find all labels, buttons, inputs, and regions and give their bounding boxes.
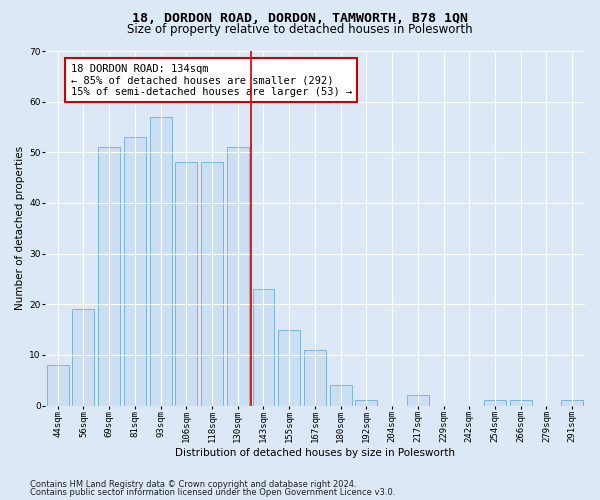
Bar: [47, 365, 68, 406]
Bar: [304, 350, 326, 406]
Bar: [278, 330, 300, 406]
Bar: [253, 289, 274, 406]
Text: Contains public sector information licensed under the Open Government Licence v3: Contains public sector information licen…: [30, 488, 395, 497]
X-axis label: Distribution of detached houses by size in Polesworth: Distribution of detached houses by size …: [175, 448, 455, 458]
Text: 18, DORDON ROAD, DORDON, TAMWORTH, B78 1QN: 18, DORDON ROAD, DORDON, TAMWORTH, B78 1…: [132, 12, 468, 26]
Y-axis label: Number of detached properties: Number of detached properties: [15, 146, 25, 310]
Bar: [355, 400, 377, 406]
Bar: [124, 137, 146, 406]
Text: Size of property relative to detached houses in Polesworth: Size of property relative to detached ho…: [127, 24, 473, 36]
Bar: [73, 310, 94, 406]
Bar: [407, 396, 429, 406]
Bar: [201, 162, 223, 406]
Bar: [484, 400, 506, 406]
Bar: [149, 117, 172, 406]
Bar: [510, 400, 532, 406]
Bar: [175, 162, 197, 406]
Bar: [98, 147, 120, 406]
Bar: [330, 386, 352, 406]
Text: Contains HM Land Registry data © Crown copyright and database right 2024.: Contains HM Land Registry data © Crown c…: [30, 480, 356, 489]
Bar: [227, 147, 248, 406]
Bar: [561, 400, 583, 406]
Text: 18 DORDON ROAD: 134sqm
← 85% of detached houses are smaller (292)
15% of semi-de: 18 DORDON ROAD: 134sqm ← 85% of detached…: [71, 64, 352, 97]
